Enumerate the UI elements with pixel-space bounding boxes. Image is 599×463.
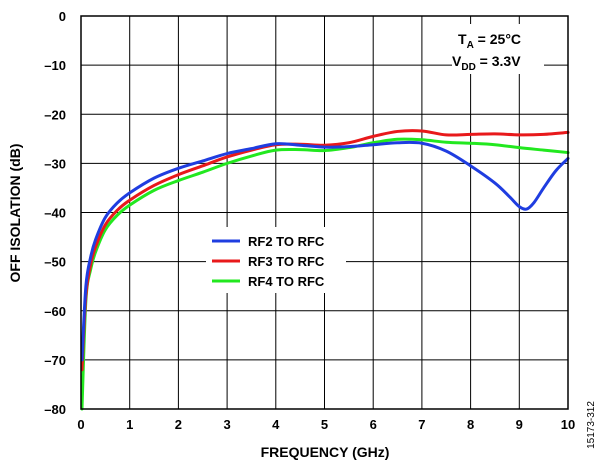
x-tick-label: 1 — [126, 417, 133, 432]
x-tick-label: 4 — [272, 417, 280, 432]
y-tick-label: –70 — [44, 353, 66, 368]
y-tick-labels: 0 –10 –20 –30 –40 –50 –60 –70 –80 — [44, 9, 66, 417]
x-tick-label: 5 — [321, 417, 328, 432]
y-tick-label: –60 — [44, 304, 66, 319]
figure-id: 15173-312 — [586, 401, 597, 449]
grid — [81, 16, 568, 409]
y-tick-label: –50 — [44, 255, 66, 270]
y-tick-label: –80 — [44, 402, 66, 417]
y-axis-title: OFF ISOLATION (dB) — [7, 144, 23, 283]
x-tick-label: 7 — [418, 417, 425, 432]
x-tick-labels: 0 1 2 3 4 5 6 7 8 9 10 — [77, 417, 575, 432]
x-tick-label: 9 — [516, 417, 523, 432]
x-tick-label: 10 — [561, 417, 575, 432]
conditions-annotation: TA = 25°C VDD = 3.3V — [452, 24, 544, 74]
legend: RF2 TO RFC RF3 TO RFC RF4 TO RFC — [206, 227, 346, 293]
x-axis-title: FREQUENCY (GHz) — [261, 444, 390, 460]
legend-label: RF4 TO RFC — [248, 274, 325, 289]
legend-label: RF3 TO RFC — [248, 254, 325, 269]
x-tick-label: 2 — [175, 417, 182, 432]
legend-label: RF2 TO RFC — [248, 234, 325, 249]
y-tick-label: –30 — [44, 156, 66, 171]
y-tick-label: 0 — [59, 9, 66, 24]
y-tick-label: –20 — [44, 107, 66, 122]
x-tick-label: 0 — [77, 417, 84, 432]
x-tick-label: 6 — [370, 417, 377, 432]
y-tick-label: –10 — [44, 58, 66, 73]
x-tick-label: 3 — [223, 417, 230, 432]
x-tick-label: 8 — [467, 417, 474, 432]
y-tick-label: –40 — [44, 206, 66, 221]
